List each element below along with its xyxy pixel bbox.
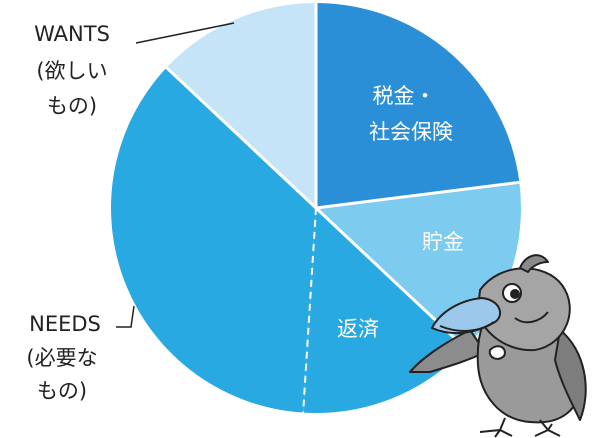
leader-line xyxy=(116,306,134,327)
slice-label: もの) xyxy=(37,379,87,403)
slice-label: 社会保険 xyxy=(369,120,453,144)
slice-label: 貯金 xyxy=(422,230,464,254)
slice-label: 返済 xyxy=(337,317,379,341)
chart: 税金・社会保険貯金返済NEEDS(必要なもの)WANTS(欲しいもの) xyxy=(0,0,595,438)
slice-label: WANTS xyxy=(34,22,110,46)
slice-label: もの) xyxy=(47,94,97,118)
slice-label: (欲しい xyxy=(36,59,107,83)
slice-label: (必要な xyxy=(26,346,97,370)
slice-label: 税金・ xyxy=(373,84,436,108)
slice-label: NEEDS xyxy=(29,312,101,336)
